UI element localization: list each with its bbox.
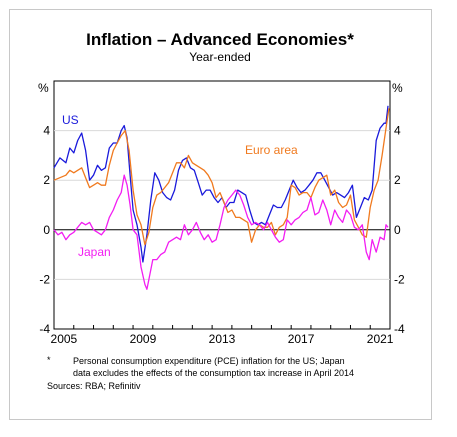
series-line-us: [53, 105, 389, 263]
series-line-japan: [53, 174, 389, 290]
grid: [54, 130, 390, 280]
y-tick-label-right: 2: [394, 173, 401, 187]
x-tick-label: 2005: [51, 332, 78, 346]
note-line-1: Personal consumption expenditure (PCE) i…: [73, 356, 345, 366]
note-line-2: data excludes the effects of the consump…: [73, 368, 355, 378]
y-tick-label-left: -2: [39, 272, 50, 286]
y-tick-label-left: 4: [43, 124, 50, 138]
sources-line: Sources: RBA; Refinitiv: [47, 381, 141, 391]
y-tick-label-left: -4: [39, 322, 50, 336]
series-label-japan: Japan: [78, 245, 111, 259]
series-label-us: US: [62, 113, 79, 127]
y-unit-right: %: [392, 81, 403, 95]
y-tick-label-right: 0: [394, 223, 401, 237]
y-tick-label-left: 2: [43, 173, 50, 187]
chart-frame: [9, 9, 432, 420]
axes: -4 -4 -2 -2 0 0 2 2 4 4 2005 2009 2013 2017 2021: [39, 124, 405, 346]
y-tick-label-right: -2: [394, 272, 405, 286]
series-label-euro: Euro area: [245, 143, 298, 157]
y-unit-left: %: [38, 81, 49, 95]
x-tick-label: 2013: [209, 332, 236, 346]
chart-subtitle: Year-ended: [189, 50, 251, 64]
plot-area: [53, 80, 391, 330]
y-tick-label-right: -4: [394, 322, 405, 336]
series-lines: [53, 105, 390, 290]
y-tick-label-left: 0: [43, 223, 50, 237]
y-tick-label-right: 4: [394, 124, 401, 138]
x-tick-label: 2017: [288, 332, 315, 346]
series-line-euro-area: [53, 108, 390, 246]
x-tick-label: 2009: [130, 332, 157, 346]
x-tick-label: 2021: [367, 332, 394, 346]
note-asterisk: *: [47, 355, 51, 365]
chart-title: Inflation – Advanced Economies*: [86, 30, 354, 49]
